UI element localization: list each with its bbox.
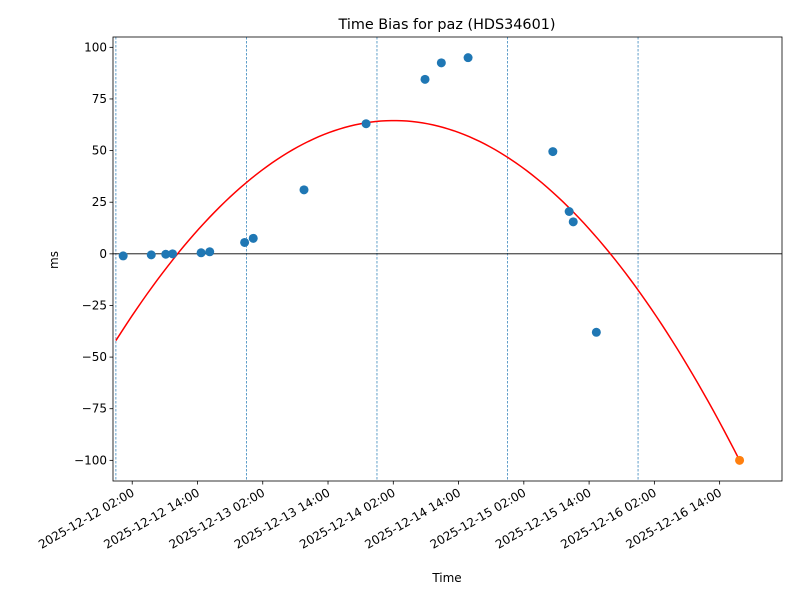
data-point (591, 327, 601, 337)
data-point (568, 217, 578, 227)
data-point (146, 250, 156, 260)
data-point (463, 53, 473, 63)
data-point (240, 237, 250, 247)
data-point (161, 249, 171, 259)
y-tick-label: 50 (92, 144, 107, 158)
data-point (205, 247, 215, 257)
data-point (436, 58, 446, 68)
fit-curve (115, 119, 741, 461)
data-point (361, 119, 371, 129)
y-tick-label: 100 (84, 40, 107, 54)
y-tick-label: 25 (92, 195, 107, 209)
data-point (420, 74, 430, 84)
y-tick-label: −100 (74, 453, 107, 467)
axes-frame (112, 36, 783, 482)
data-point (168, 249, 178, 259)
plot-area (113, 37, 782, 481)
chart-title: Time Bias for paz (HDS34601) (337, 17, 555, 33)
y-axis-label: ms (47, 251, 61, 269)
y-tick-label: −75 (82, 402, 107, 416)
y-tick-label: −50 (82, 350, 107, 364)
data-point (564, 207, 574, 217)
y-tick-label: 0 (99, 247, 107, 261)
x-axis-label: Time (431, 571, 461, 585)
last-data-point (735, 455, 745, 465)
data-point (118, 251, 128, 261)
data-point (196, 248, 206, 258)
y-tick-label: −25 (82, 298, 107, 312)
data-point (299, 185, 309, 195)
data-point (248, 233, 258, 243)
y-tick-label: 75 (92, 92, 107, 106)
data-point (548, 147, 558, 157)
